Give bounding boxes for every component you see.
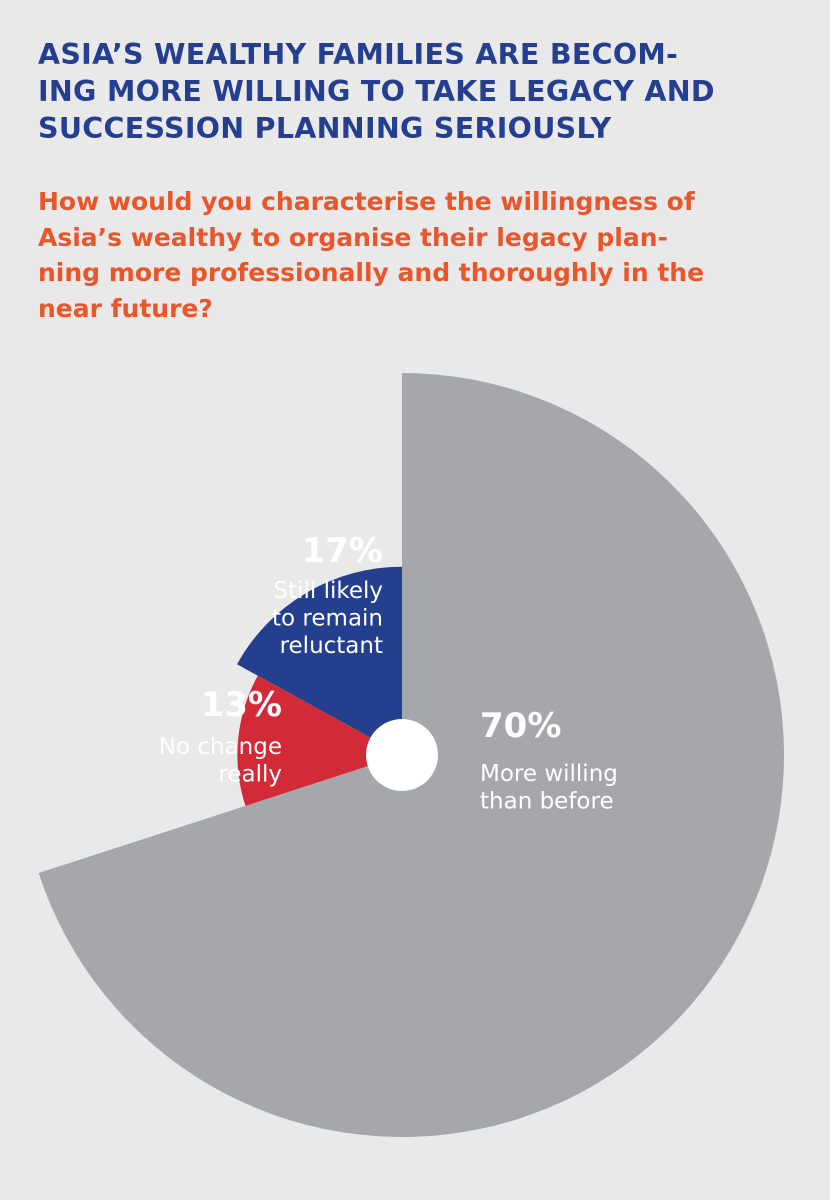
title-line: ASIA’S WEALTHY FAMILIES ARE BECOM- [38, 38, 679, 71]
pie-slice [237, 675, 402, 806]
center-hole [366, 719, 438, 791]
slice-value-label: 70% [480, 706, 561, 746]
slice-category-label: No change [159, 734, 282, 760]
question-line: ning more professionally and thoroughly … [38, 258, 705, 287]
slice-value-label: 13% [201, 685, 282, 725]
question-line: Asia’s wealthy to organise their legacy … [38, 222, 668, 252]
question-line: How would you characterise the willingne… [38, 187, 695, 216]
slice-category-label: to remain [272, 606, 383, 632]
slice-value-label: 17% [302, 531, 383, 571]
title-line: SUCCESSION PLANNING SERIOUSLY [38, 112, 612, 145]
question-line: near future? [38, 293, 213, 323]
slice-category-label: reluctant [280, 633, 383, 659]
chart-title: ASIA’S WEALTHY FAMILIES ARE BECOM- ING M… [38, 36, 798, 147]
slice-category-label: More willing [480, 761, 618, 787]
slice-category-label: really [218, 762, 282, 788]
slice-category-label: Still likely [273, 578, 383, 604]
pie-slice [237, 566, 402, 755]
title-line: ING MORE WILLING TO TAKE LEGACY AND [38, 75, 715, 108]
survey-question: How would you characterise the willingne… [38, 184, 798, 326]
slice-category-label: than before [480, 789, 614, 815]
